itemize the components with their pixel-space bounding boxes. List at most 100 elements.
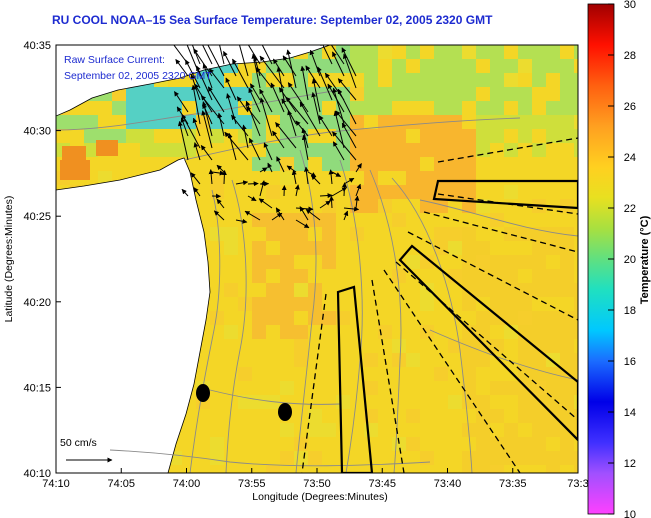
sst-cell	[266, 101, 280, 115]
sst-cell	[364, 87, 378, 101]
current-vector	[173, 45, 189, 65]
sst-cell	[406, 143, 420, 157]
current-vector	[237, 45, 249, 77]
colorbar-tick-label: 12	[624, 458, 636, 470]
sst-cell	[462, 269, 476, 283]
current-vector	[191, 84, 201, 125]
sst-cell	[560, 339, 574, 353]
sst-cell	[546, 227, 560, 241]
sst-cell	[560, 101, 574, 115]
sst-cell	[392, 129, 406, 143]
current-vector	[193, 187, 201, 197]
sst-cell	[518, 101, 532, 115]
current-vector	[318, 115, 333, 137]
sst-cell	[392, 339, 406, 353]
sst-cell	[518, 325, 532, 339]
sst-cell	[294, 353, 308, 367]
current-vector	[287, 82, 309, 113]
sst-cell	[504, 283, 518, 297]
current-vector	[216, 198, 225, 209]
sst-cell	[308, 423, 322, 437]
current-vector	[341, 182, 347, 197]
sst-cell	[378, 129, 392, 143]
sst-cell	[140, 101, 154, 115]
sst-cell	[462, 381, 476, 395]
sst-cell	[462, 45, 476, 59]
sst-cell	[490, 283, 504, 297]
sst-cell	[126, 129, 140, 143]
sst-cell	[364, 59, 378, 73]
sst-cell	[462, 297, 476, 311]
sst-cell	[266, 465, 280, 473]
sst-cell	[448, 143, 462, 157]
sst-cell	[448, 395, 462, 409]
current-vector	[299, 101, 321, 137]
sst-cell	[406, 353, 420, 367]
sst-cell	[238, 367, 252, 381]
sst-cell	[420, 185, 434, 199]
sst-cell	[462, 367, 476, 381]
sst-cell	[392, 87, 406, 101]
current-vector	[337, 88, 357, 125]
sst-cell	[462, 465, 476, 473]
current-vector	[332, 51, 345, 77]
sst-cell	[434, 45, 448, 59]
sst-cell	[322, 255, 336, 269]
sst-cell	[406, 115, 420, 129]
sst-cell	[266, 311, 280, 325]
sst-cell	[266, 87, 280, 101]
sst-cell	[462, 353, 476, 367]
sst-cell	[490, 451, 504, 465]
x-tick-label: 73:45	[368, 478, 396, 490]
x-tick-label: 73:35	[499, 478, 527, 490]
sst-cell	[560, 73, 574, 87]
sst-cell	[252, 213, 266, 227]
land-mass	[56, 157, 211, 473]
sst-cell	[392, 115, 406, 129]
sst-cell	[560, 395, 574, 409]
sst-cell	[490, 311, 504, 325]
current-vector	[285, 96, 309, 125]
sst-cell	[210, 311, 224, 325]
current-vector	[207, 86, 225, 113]
sst-cell	[490, 129, 504, 143]
current-vector	[246, 106, 261, 125]
current-vector	[305, 209, 321, 221]
sst-cell	[546, 129, 560, 143]
current-label: Raw Surface Current:	[64, 54, 165, 66]
sst-cell	[280, 423, 294, 437]
sst-cell	[518, 283, 532, 297]
sst-cell	[532, 241, 546, 255]
current-vector	[200, 144, 213, 161]
sst-cell	[406, 185, 420, 199]
sst-cell	[476, 129, 490, 143]
current-vector	[241, 124, 249, 149]
colorbar-ticks: 30 28 26 24 22 20 18 16 14 12 10	[608, 0, 636, 518]
sst-cell	[546, 311, 560, 325]
colorbar-tick-label: 18	[624, 305, 636, 317]
sst-cell	[266, 255, 280, 269]
current-vector	[343, 210, 349, 221]
current-vector	[255, 67, 273, 89]
sst-cell	[406, 157, 420, 171]
sst-cell	[448, 101, 462, 115]
current-vector	[191, 45, 201, 65]
sst-cell	[224, 227, 238, 241]
sst-cell	[294, 437, 308, 451]
sst-cell	[504, 437, 518, 451]
y-tick-label: 40:15	[23, 382, 51, 394]
current-vector	[276, 66, 285, 101]
x-tick-label: 73:3	[567, 478, 588, 490]
sst-cell	[574, 73, 578, 87]
sst-cell	[350, 199, 364, 213]
sst-cell	[322, 423, 336, 437]
sst-cell	[84, 143, 98, 157]
current-vector	[311, 78, 321, 113]
sst-cell	[560, 409, 574, 423]
sst-cell	[518, 129, 532, 143]
sst-cell	[280, 255, 294, 269]
sst-cell	[308, 241, 322, 255]
sst-cell	[476, 353, 490, 367]
sst-cell	[364, 73, 378, 87]
sst-cell	[560, 115, 574, 129]
